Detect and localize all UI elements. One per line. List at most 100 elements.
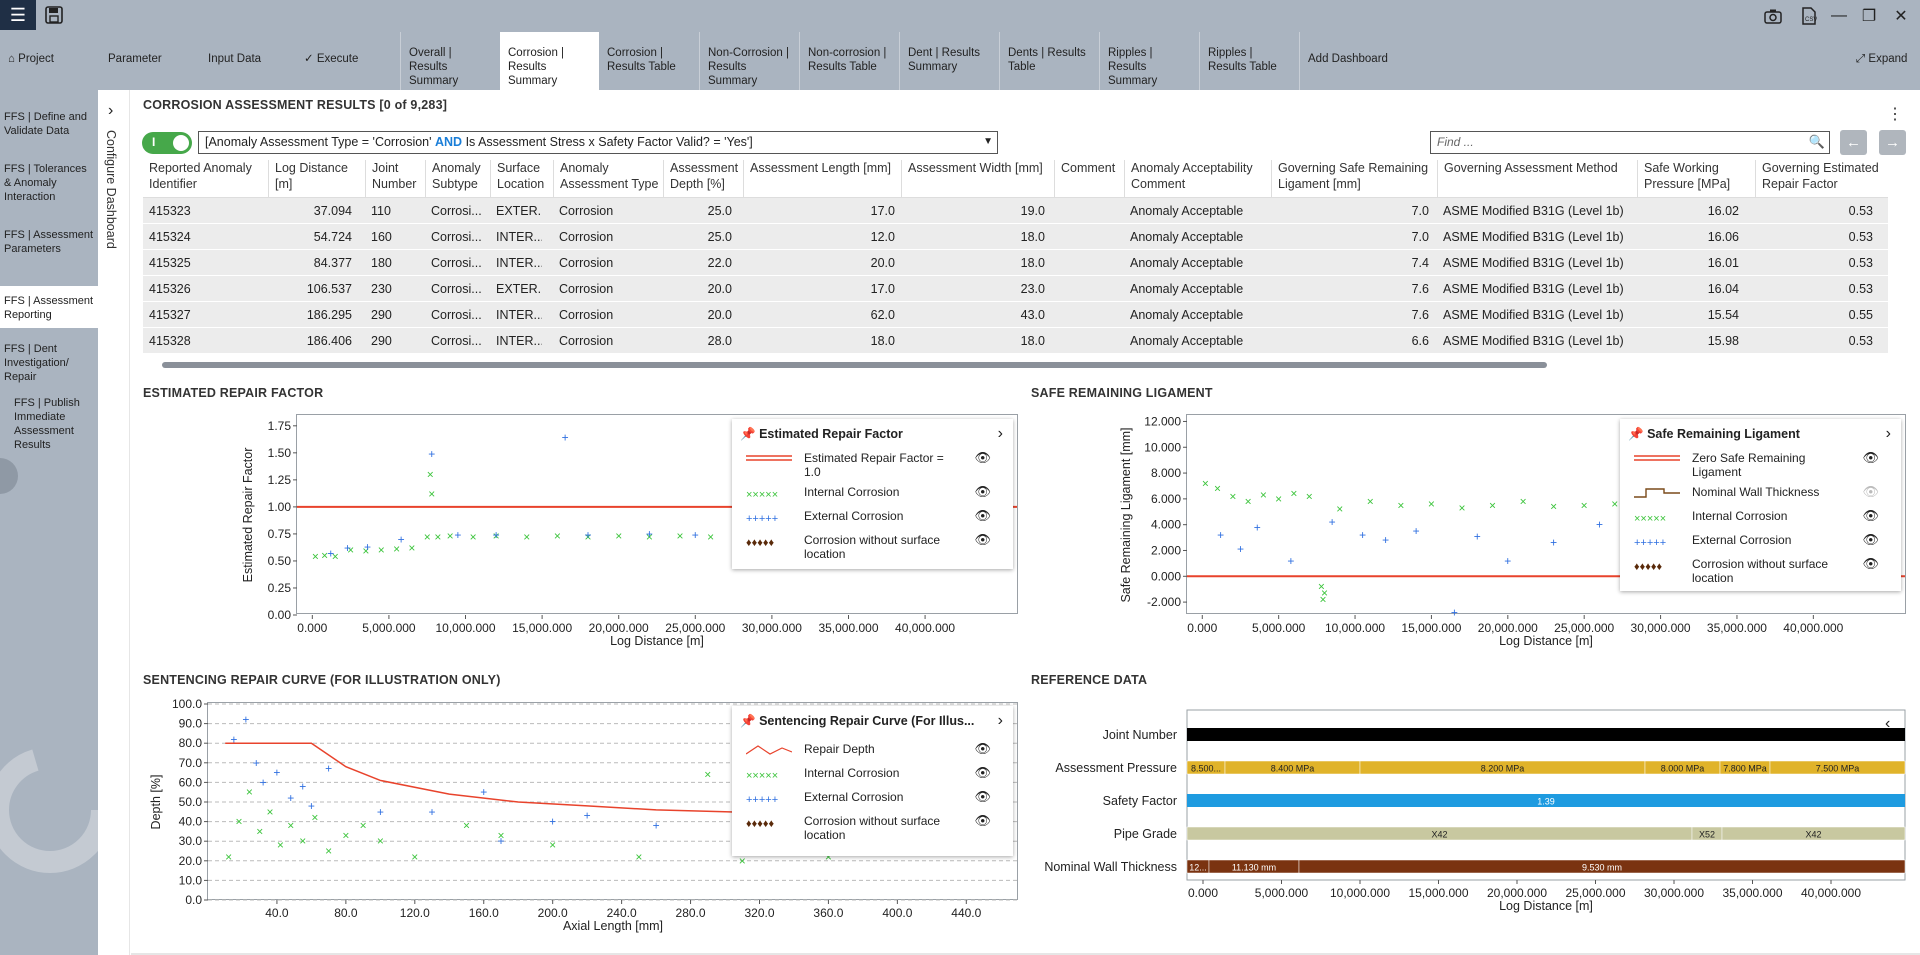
tab-project[interactable]: ⌂ Project bbox=[8, 53, 54, 65]
column-header[interactable]: Assessment Width [mm] bbox=[901, 160, 1051, 198]
ribbon-tabs: ⌂ Project Parameter Input Data ✓ Execute… bbox=[0, 32, 1920, 90]
column-header[interactable]: Anomaly Subtype bbox=[425, 160, 487, 198]
tab-corrosion-results-summary[interactable]: Corrosion | Results Summary bbox=[500, 32, 599, 90]
sidenav-assessment-reporting[interactable]: FFS | Assessment Reporting bbox=[0, 286, 98, 328]
table-cell: Corrosi... bbox=[431, 334, 481, 348]
column-header[interactable]: Governing Assessment Method bbox=[1437, 160, 1635, 198]
chevron-right-icon[interactable]: › bbox=[1885, 425, 1891, 442]
restore-icon[interactable]: ❐ bbox=[1861, 8, 1877, 25]
tab-input-data[interactable]: Input Data bbox=[208, 53, 262, 65]
internal-corrosion-point: × bbox=[427, 467, 434, 481]
ref-row-label: Nominal Wall Thickness bbox=[1044, 860, 1177, 874]
find-input[interactable]: Find ... 🔍 bbox=[1430, 131, 1830, 154]
column-header[interactable]: Anomaly Acceptability Comment bbox=[1124, 160, 1269, 198]
tab-ripples-results-table[interactable]: Ripples | Results Table bbox=[1199, 32, 1299, 90]
sidenav-assessment-parameters[interactable]: FFS | Assessment Parameters bbox=[4, 229, 94, 255]
table-cell: 25.0 bbox=[707, 230, 732, 244]
column-header[interactable]: Comment bbox=[1054, 160, 1122, 198]
external-corrosion-point: + bbox=[325, 762, 332, 776]
table-cell: EXTER... bbox=[496, 282, 542, 296]
sidenav-publish-results[interactable]: FFS | Publish Immediate Assessment Resul… bbox=[14, 397, 80, 451]
table-row[interactable]: 415326 106.537 230 Corrosi... EXTER... Corros… bbox=[143, 276, 1888, 302]
pressure-segment-label: 8.400 MPa bbox=[1271, 764, 1315, 774]
chevron-down-icon[interactable]: ▼ bbox=[983, 136, 993, 147]
table-cell: 415324 bbox=[149, 230, 191, 244]
internal-corrosion-point: × bbox=[635, 850, 642, 864]
tab-dents-results-table[interactable]: Dents | Results Table bbox=[999, 32, 1099, 90]
tab-non-corrosion-results-table[interactable]: Non-corrosion | Results Table bbox=[799, 32, 899, 90]
table-row[interactable]: 415324 54.724 160 Corrosi... INTER... Corrosi… bbox=[143, 224, 1888, 250]
sidenav-dent-investigation[interactable]: FFS | Dent Investigation/ Repair bbox=[4, 343, 69, 383]
table-cell: 16.06 bbox=[1707, 230, 1739, 244]
internal-corrosion-point: × bbox=[523, 530, 530, 544]
chevron-right-icon[interactable]: › bbox=[997, 712, 1003, 729]
tab-execute[interactable]: ✓ Execute bbox=[304, 53, 359, 65]
previous-result-button[interactable]: ← bbox=[1840, 130, 1867, 155]
menu-icon[interactable]: ☰ bbox=[0, 0, 36, 30]
x-tick-label: 80.0 bbox=[334, 906, 358, 920]
tab-non-corrosion-results-summary[interactable]: Non-Corrosion | Results Summary bbox=[699, 32, 799, 90]
more-options-icon[interactable]: ⋮ bbox=[1887, 106, 1903, 123]
x-tick-label: 40.0 bbox=[265, 906, 289, 920]
external-corrosion-point: + bbox=[1596, 518, 1603, 532]
next-result-button[interactable]: → bbox=[1879, 130, 1906, 155]
horizontal-scrollbar[interactable] bbox=[162, 362, 1547, 368]
x-axis-label: Log Distance [m] bbox=[610, 634, 704, 648]
table-row[interactable]: 415327 186.295 290 Corrosi... INTER... Corros… bbox=[143, 302, 1888, 328]
column-header[interactable]: Safe Working Pressure [MPa] bbox=[1637, 160, 1745, 198]
filter-expression-field[interactable]: [Anomaly Assessment Type = 'Corrosion' A… bbox=[198, 131, 998, 154]
close-icon[interactable]: ✕ bbox=[1894, 8, 1908, 25]
tab-overall-results-summary[interactable]: Overall | Results Summary bbox=[400, 32, 500, 90]
chevron-right-icon[interactable]: › bbox=[997, 425, 1003, 442]
pipe-grade-segment bbox=[1721, 826, 1906, 841]
column-header[interactable]: Assessment Length [mm] bbox=[743, 160, 901, 198]
tab-parameter[interactable]: Parameter bbox=[108, 53, 162, 65]
table-cell: 23.0 bbox=[1020, 282, 1045, 296]
document-icon[interactable]: CSV bbox=[1798, 5, 1820, 27]
filter-toggle[interactable]: I bbox=[142, 132, 192, 154]
column-header[interactable]: Log Distance [m] bbox=[268, 160, 358, 198]
table-row[interactable]: 415325 84.377 180 Corrosi... INTER... Corrosi… bbox=[143, 250, 1888, 276]
external-corrosion-point: + bbox=[344, 541, 351, 555]
column-header[interactable]: Surface Location bbox=[490, 160, 548, 198]
column-header[interactable]: Reported Anomaly Identifier bbox=[149, 161, 252, 191]
table-cell: 7.4 bbox=[1411, 256, 1429, 270]
save-icon[interactable] bbox=[44, 5, 64, 25]
external-corrosion-point: + bbox=[398, 532, 405, 546]
tab-dent-results-summary[interactable]: Dent | Results Summary bbox=[899, 32, 999, 90]
table-row[interactable]: 415328 186.406 290 Corrosi... INTER... Corros… bbox=[143, 328, 1888, 354]
expand-button[interactable]: ⤢ Expand bbox=[1856, 53, 1908, 65]
external-corrosion-point: + bbox=[273, 766, 280, 780]
column-header[interactable]: Assessment Depth [%] bbox=[663, 160, 738, 198]
internal-corrosion-point: × bbox=[704, 768, 711, 782]
collapse-handle[interactable] bbox=[0, 458, 18, 494]
reference-data-chart: Joint Number Assessment Pressure Safety Fa… bbox=[1044, 709, 1906, 913]
table-cell: Corrosi... bbox=[431, 230, 481, 244]
tab-add-dashboard[interactable]: Add Dashboard bbox=[1299, 32, 1409, 90]
table-cell: Corrosi... bbox=[431, 256, 481, 270]
minimize-icon[interactable]: — bbox=[1831, 7, 1847, 24]
x-tick-label: 0.000 bbox=[1188, 886, 1218, 900]
tab-corrosion-results-table[interactable]: Corrosion | Results Table bbox=[607, 47, 676, 73]
tab-ripples-results-summary[interactable]: Ripples | Results Summary bbox=[1099, 32, 1199, 90]
table-cell: Anomaly Acceptable bbox=[1130, 308, 1244, 322]
results-table: Reported Anomaly Identifier Log Distance … bbox=[143, 158, 1888, 354]
column-header[interactable]: Governing Estimated Repair Factor bbox=[1755, 160, 1879, 198]
table-cell: 7.0 bbox=[1411, 230, 1429, 244]
configure-dashboard-label[interactable]: Configure Dashboard bbox=[104, 130, 118, 249]
table-cell: Anomaly Acceptable bbox=[1130, 256, 1244, 270]
external-corrosion-point: + bbox=[1382, 533, 1389, 547]
sidenav-tolerances[interactable]: FFS | Tolerances & Anomaly Interaction bbox=[4, 163, 87, 203]
x-tick-label: 440.0 bbox=[951, 906, 981, 920]
column-header[interactable]: Governing Safe Remaining Ligament [mm] bbox=[1271, 160, 1435, 198]
table-cell: 20.0 bbox=[870, 256, 895, 270]
chevron-right-icon[interactable]: › bbox=[108, 102, 114, 119]
camera-icon[interactable] bbox=[1762, 5, 1784, 27]
x-tick-label: 20,000.000 bbox=[1478, 621, 1538, 635]
search-icon[interactable]: 🔍 bbox=[1808, 134, 1825, 149]
column-header[interactable]: Joint Number bbox=[365, 160, 423, 198]
sidenav-define-validate-data[interactable]: FFS | Define and Validate Data bbox=[4, 111, 87, 137]
table-row[interactable]: 415323 37.094 110 Corrosi... EXTER... Corrosi… bbox=[143, 198, 1888, 224]
y-tick-label: 80.0 bbox=[179, 736, 203, 750]
column-header[interactable]: Anomaly Assessment Type bbox=[553, 160, 661, 198]
